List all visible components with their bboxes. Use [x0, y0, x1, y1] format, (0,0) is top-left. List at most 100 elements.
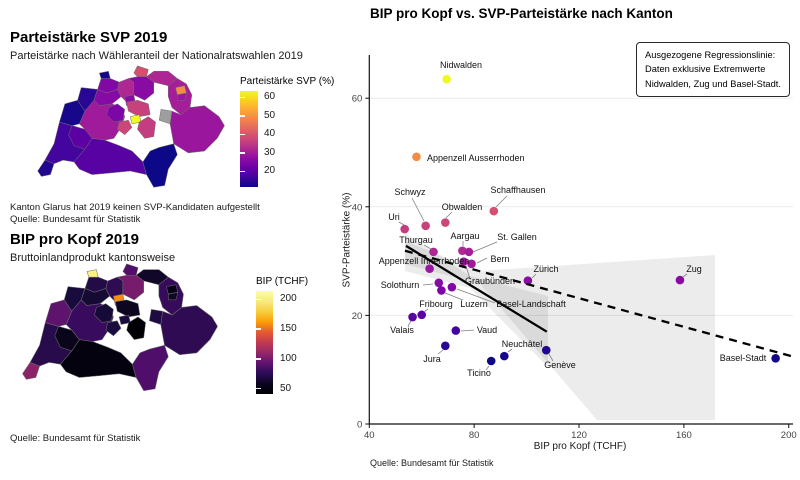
- scatter-point-uri: [400, 224, 409, 234]
- point-label-basel-stadt: Basel-Stadt: [720, 353, 767, 363]
- leader-line: [422, 283, 434, 286]
- svp-map-region-fr: [68, 125, 93, 150]
- scatter-point-aargau: [458, 246, 467, 256]
- leader-line: [411, 197, 425, 222]
- scatter-point-fribourg: [417, 310, 427, 320]
- svp-map-region-ge: [37, 159, 55, 177]
- svp-map-region-tg: [146, 71, 178, 87]
- svp-map-caption-note: Kanton Glarus hat 2019 keinen SVP-Kandid…: [10, 202, 260, 213]
- svp-map-subtitle: Parteistärke nach Wähleranteil der Natio…: [10, 50, 303, 62]
- scatter-point-appenzell-ausserrhoden: [412, 152, 421, 162]
- scatter-caption-source: Quelle: Bundesamt für Statistik: [370, 458, 494, 468]
- bip-map-region-gl: [149, 309, 163, 325]
- scatter-point-zug: [675, 275, 685, 285]
- point-label-fribourg: Fribourg: [419, 299, 453, 309]
- x-tick-label: 120: [571, 430, 587, 441]
- legend-tick-mark: [240, 133, 245, 136]
- legend-tick-label: 50: [264, 109, 276, 121]
- scatter-point-valais: [408, 312, 417, 322]
- svp-legend-title: Parteistärke SVP (%): [240, 76, 335, 87]
- bip-map-title: BIP pro Kopf 2019: [10, 231, 139, 248]
- bip-map-region-ur: [126, 316, 146, 340]
- annotation-line-3: Nidwalden, Zug und Basel-Stadt.: [645, 78, 781, 89]
- leader-line: [423, 308, 429, 313]
- leader-line: [531, 273, 537, 279]
- scatter-point-ticino: [486, 356, 496, 366]
- scatter-xlabel: BIP pro Kopf (TCHF): [533, 441, 627, 452]
- bip-map-region-tg: [135, 269, 169, 285]
- confidence-band-dashed: [405, 241, 715, 420]
- leader-line: [485, 365, 490, 371]
- scatter-point-jura: [441, 341, 450, 351]
- scatter-point-nidwalden: [442, 74, 451, 84]
- y-tick-label: 20: [352, 311, 363, 322]
- bip-map-region-lu: [94, 303, 114, 323]
- y-tick-label: 40: [352, 202, 363, 213]
- y-tick-label: 0: [357, 420, 362, 431]
- svp-map-region-ur: [137, 116, 156, 139]
- point-label-thurgau: Thurgau: [399, 235, 433, 245]
- svp-map-legend: Parteistärke SVP (%) 60 50 40 30 20: [240, 76, 340, 187]
- scatter-point-neuch-tel: [500, 351, 509, 361]
- svp-map-region-zh: [128, 76, 155, 101]
- scatter-point-thurgau: [429, 247, 438, 257]
- point-label-appenzell-innerrhoden: Appenzell Innerrhoden: [379, 256, 470, 266]
- bip-map-region-ai: [168, 292, 179, 301]
- regression-annotation-box: Ausgezogene Regressionslinie: Daten exkl…: [636, 42, 790, 97]
- legend-tick-mark: [256, 358, 261, 360]
- point-label-uri: Uri: [388, 212, 400, 222]
- bip-map-region-ti: [132, 345, 169, 392]
- point-label-neuch-tel: Neuchâtel: [502, 339, 543, 349]
- scatter-point-solothurn: [434, 278, 444, 288]
- point-label-luzern: Luzern: [460, 299, 488, 309]
- annotation-line-2: Daten exklusive Extremwerte: [645, 64, 766, 75]
- point-label-vaud: Vaud: [477, 325, 497, 335]
- svp-map-title: Parteistärke SVP 2019: [10, 29, 168, 46]
- legend-tick-label: 100: [280, 352, 297, 364]
- point-label-obwalden: Obwalden: [442, 202, 483, 212]
- point-label-valais: Valais: [390, 325, 414, 335]
- scatter-point-graub-nden: [459, 257, 468, 266]
- scatter-point-basel-stadt: [771, 353, 780, 363]
- point-label-nidwalden: Nidwalden: [440, 60, 482, 70]
- legend-tick-mark: [256, 328, 261, 330]
- bip-map-region-sh: [122, 263, 139, 276]
- svp-map-region-gl: [158, 109, 173, 125]
- bip-map-caption-source: Quelle: Bundesamt für Statistik: [10, 433, 141, 444]
- scatter-point-appenzell-innerrhoden: [425, 264, 434, 274]
- svp-map-region-lu: [106, 103, 125, 123]
- svp-choropleth-map: [37, 65, 225, 188]
- leader-line: [682, 273, 688, 278]
- point-label-st-gallen: St. Gallen: [497, 232, 537, 242]
- legend-tick-label: 20: [264, 165, 276, 177]
- scatter-ylabel: SVP-Parteistärke (%): [341, 192, 353, 288]
- leader-line: [548, 353, 554, 362]
- leader-line: [476, 257, 488, 264]
- bip-map-region-fr: [54, 326, 80, 352]
- scatter-point-z-rich: [523, 276, 533, 285]
- regression-line-solid: [405, 244, 548, 333]
- leader-line: [456, 288, 496, 304]
- point-label-solothurn: Solothurn: [381, 280, 420, 290]
- regression-line-dashed: [404, 249, 792, 358]
- scatter-point-vaud: [451, 326, 461, 335]
- annotation-line-1: Ausgezogene Regressionslinie:: [645, 50, 776, 60]
- scatter-point-bern: [467, 259, 476, 269]
- legend-tick-label: 60: [264, 91, 276, 103]
- scatter-point-obwalden: [441, 218, 450, 227]
- point-label-graub-nden: Graubünden: [465, 276, 515, 286]
- svp-map-region-ow: [117, 119, 133, 135]
- bip-map-legend: BIP (TCHF) 200 150 100 50: [256, 276, 336, 394]
- svp-legend-colorbar: 60 50 40 30 20: [240, 91, 275, 187]
- point-label-z-rich: Zürich: [533, 264, 558, 274]
- legend-tick-label: 200: [280, 293, 297, 305]
- bip-map-subtitle: Bruttoinlandprodukt kantonsweise: [10, 252, 176, 264]
- leader-line: [423, 244, 432, 250]
- point-label-zug: Zug: [686, 264, 702, 274]
- scatter-point-schaffhausen: [489, 206, 499, 216]
- svp-map-region-ai: [177, 92, 187, 101]
- bip-map-region-bs: [86, 269, 99, 278]
- svp-map-region-bs: [99, 71, 111, 79]
- legend-tick-label: 30: [264, 146, 276, 158]
